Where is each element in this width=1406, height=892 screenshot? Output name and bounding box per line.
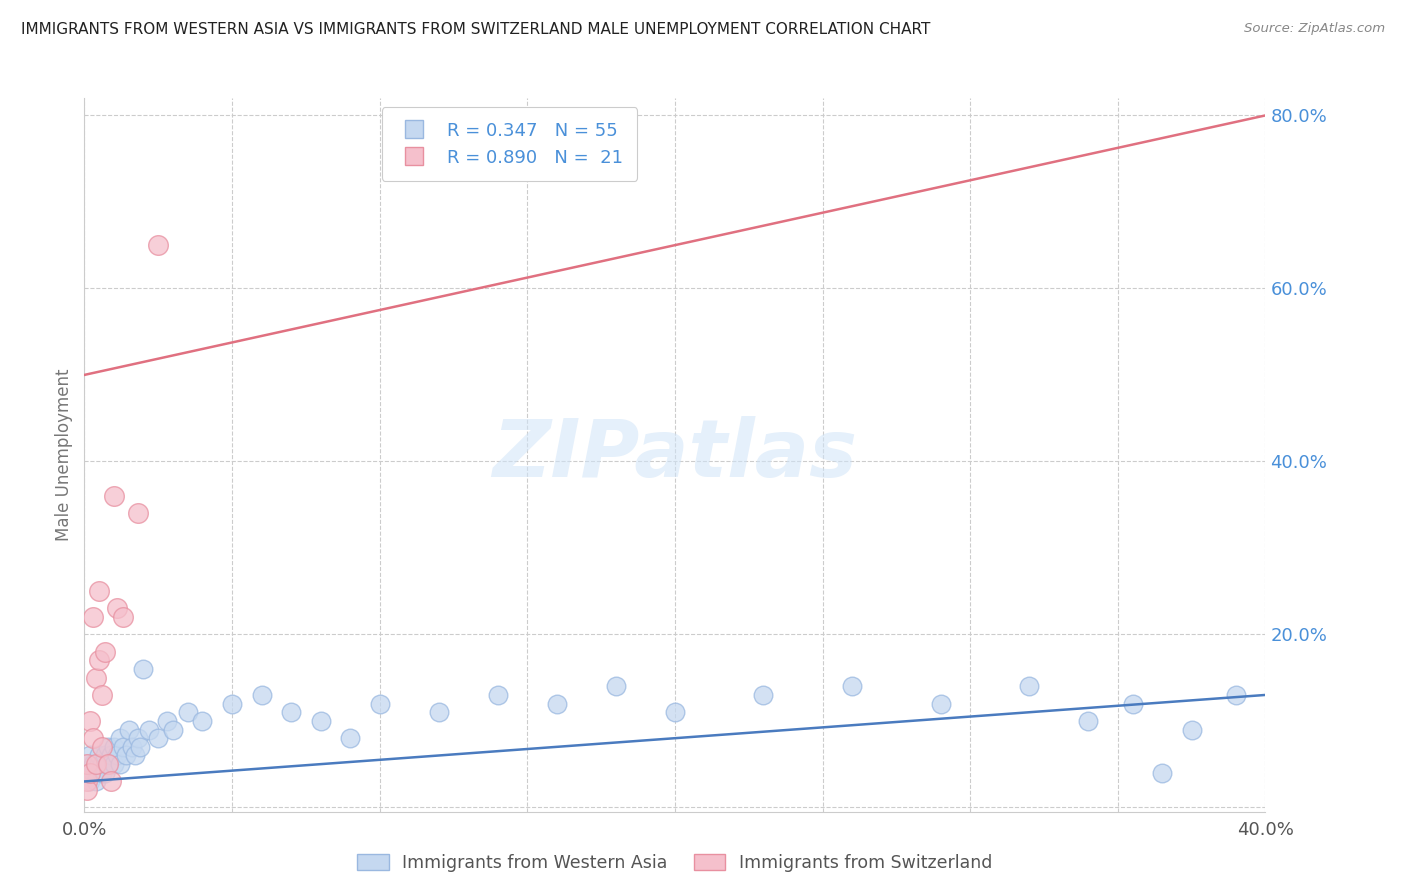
- Point: [103, 489, 125, 503]
- Point: [427, 705, 450, 719]
- Point: [124, 748, 146, 763]
- Point: [156, 714, 179, 728]
- Point: [127, 731, 149, 746]
- Point: [105, 601, 128, 615]
- Point: [250, 688, 273, 702]
- Point: [1122, 697, 1144, 711]
- Point: [664, 705, 686, 719]
- Point: [94, 765, 117, 780]
- Point: [84, 757, 107, 772]
- Point: [87, 584, 111, 599]
- Point: [100, 774, 122, 789]
- Point: [84, 774, 107, 789]
- Point: [76, 783, 98, 797]
- Point: [121, 739, 143, 754]
- Point: [486, 688, 509, 702]
- Legend: Immigrants from Western Asia, Immigrants from Switzerland: Immigrants from Western Asia, Immigrants…: [350, 847, 1000, 879]
- Point: [91, 757, 114, 772]
- Point: [1225, 688, 1247, 702]
- Text: ZIPatlas: ZIPatlas: [492, 416, 858, 494]
- Point: [79, 714, 101, 728]
- Point: [1150, 765, 1173, 780]
- Point: [94, 748, 117, 763]
- Point: [108, 731, 131, 746]
- Point: [82, 757, 104, 772]
- Point: [1018, 679, 1040, 693]
- Point: [114, 748, 136, 763]
- Point: [97, 757, 120, 772]
- Point: [1180, 723, 1202, 737]
- Point: [1077, 714, 1099, 728]
- Point: [97, 757, 120, 772]
- Point: [97, 739, 120, 754]
- Point: [148, 238, 170, 252]
- Point: [87, 748, 111, 763]
- Point: [103, 757, 125, 772]
- Point: [929, 697, 952, 711]
- Point: [162, 723, 184, 737]
- Legend: R = 0.347   N = 55, R = 0.890   N =  21: R = 0.347 N = 55, R = 0.890 N = 21: [382, 107, 637, 181]
- Point: [221, 697, 243, 711]
- Point: [91, 765, 114, 780]
- Point: [148, 731, 170, 746]
- Point: [76, 765, 98, 780]
- Point: [280, 705, 302, 719]
- Point: [91, 688, 114, 702]
- Point: [111, 610, 134, 624]
- Point: [118, 723, 141, 737]
- Point: [191, 714, 214, 728]
- Point: [108, 757, 131, 772]
- Point: [76, 774, 98, 789]
- Point: [605, 679, 627, 693]
- Text: Source: ZipAtlas.com: Source: ZipAtlas.com: [1244, 22, 1385, 36]
- Point: [82, 765, 104, 780]
- Point: [94, 645, 117, 659]
- Point: [339, 731, 361, 746]
- Point: [79, 748, 101, 763]
- Point: [87, 653, 111, 667]
- Text: IMMIGRANTS FROM WESTERN ASIA VS IMMIGRANTS FROM SWITZERLAND MALE UNEMPLOYMENT CO: IMMIGRANTS FROM WESTERN ASIA VS IMMIGRAN…: [21, 22, 931, 37]
- Point: [84, 671, 107, 685]
- Point: [82, 731, 104, 746]
- Point: [82, 610, 104, 624]
- Point: [752, 688, 775, 702]
- Point: [841, 679, 863, 693]
- Point: [87, 757, 111, 772]
- Point: [103, 739, 125, 754]
- Point: [368, 697, 391, 711]
- Point: [105, 748, 128, 763]
- Point: [546, 697, 568, 711]
- Point: [132, 662, 155, 676]
- Point: [127, 506, 149, 520]
- Point: [309, 714, 332, 728]
- Point: [76, 757, 98, 772]
- Y-axis label: Male Unemployment: Male Unemployment: [55, 368, 73, 541]
- Point: [76, 757, 98, 772]
- Point: [129, 739, 152, 754]
- Point: [100, 748, 122, 763]
- Point: [138, 723, 160, 737]
- Point: [91, 739, 114, 754]
- Point: [177, 705, 200, 719]
- Point: [79, 774, 101, 789]
- Point: [111, 739, 134, 754]
- Point: [79, 765, 101, 780]
